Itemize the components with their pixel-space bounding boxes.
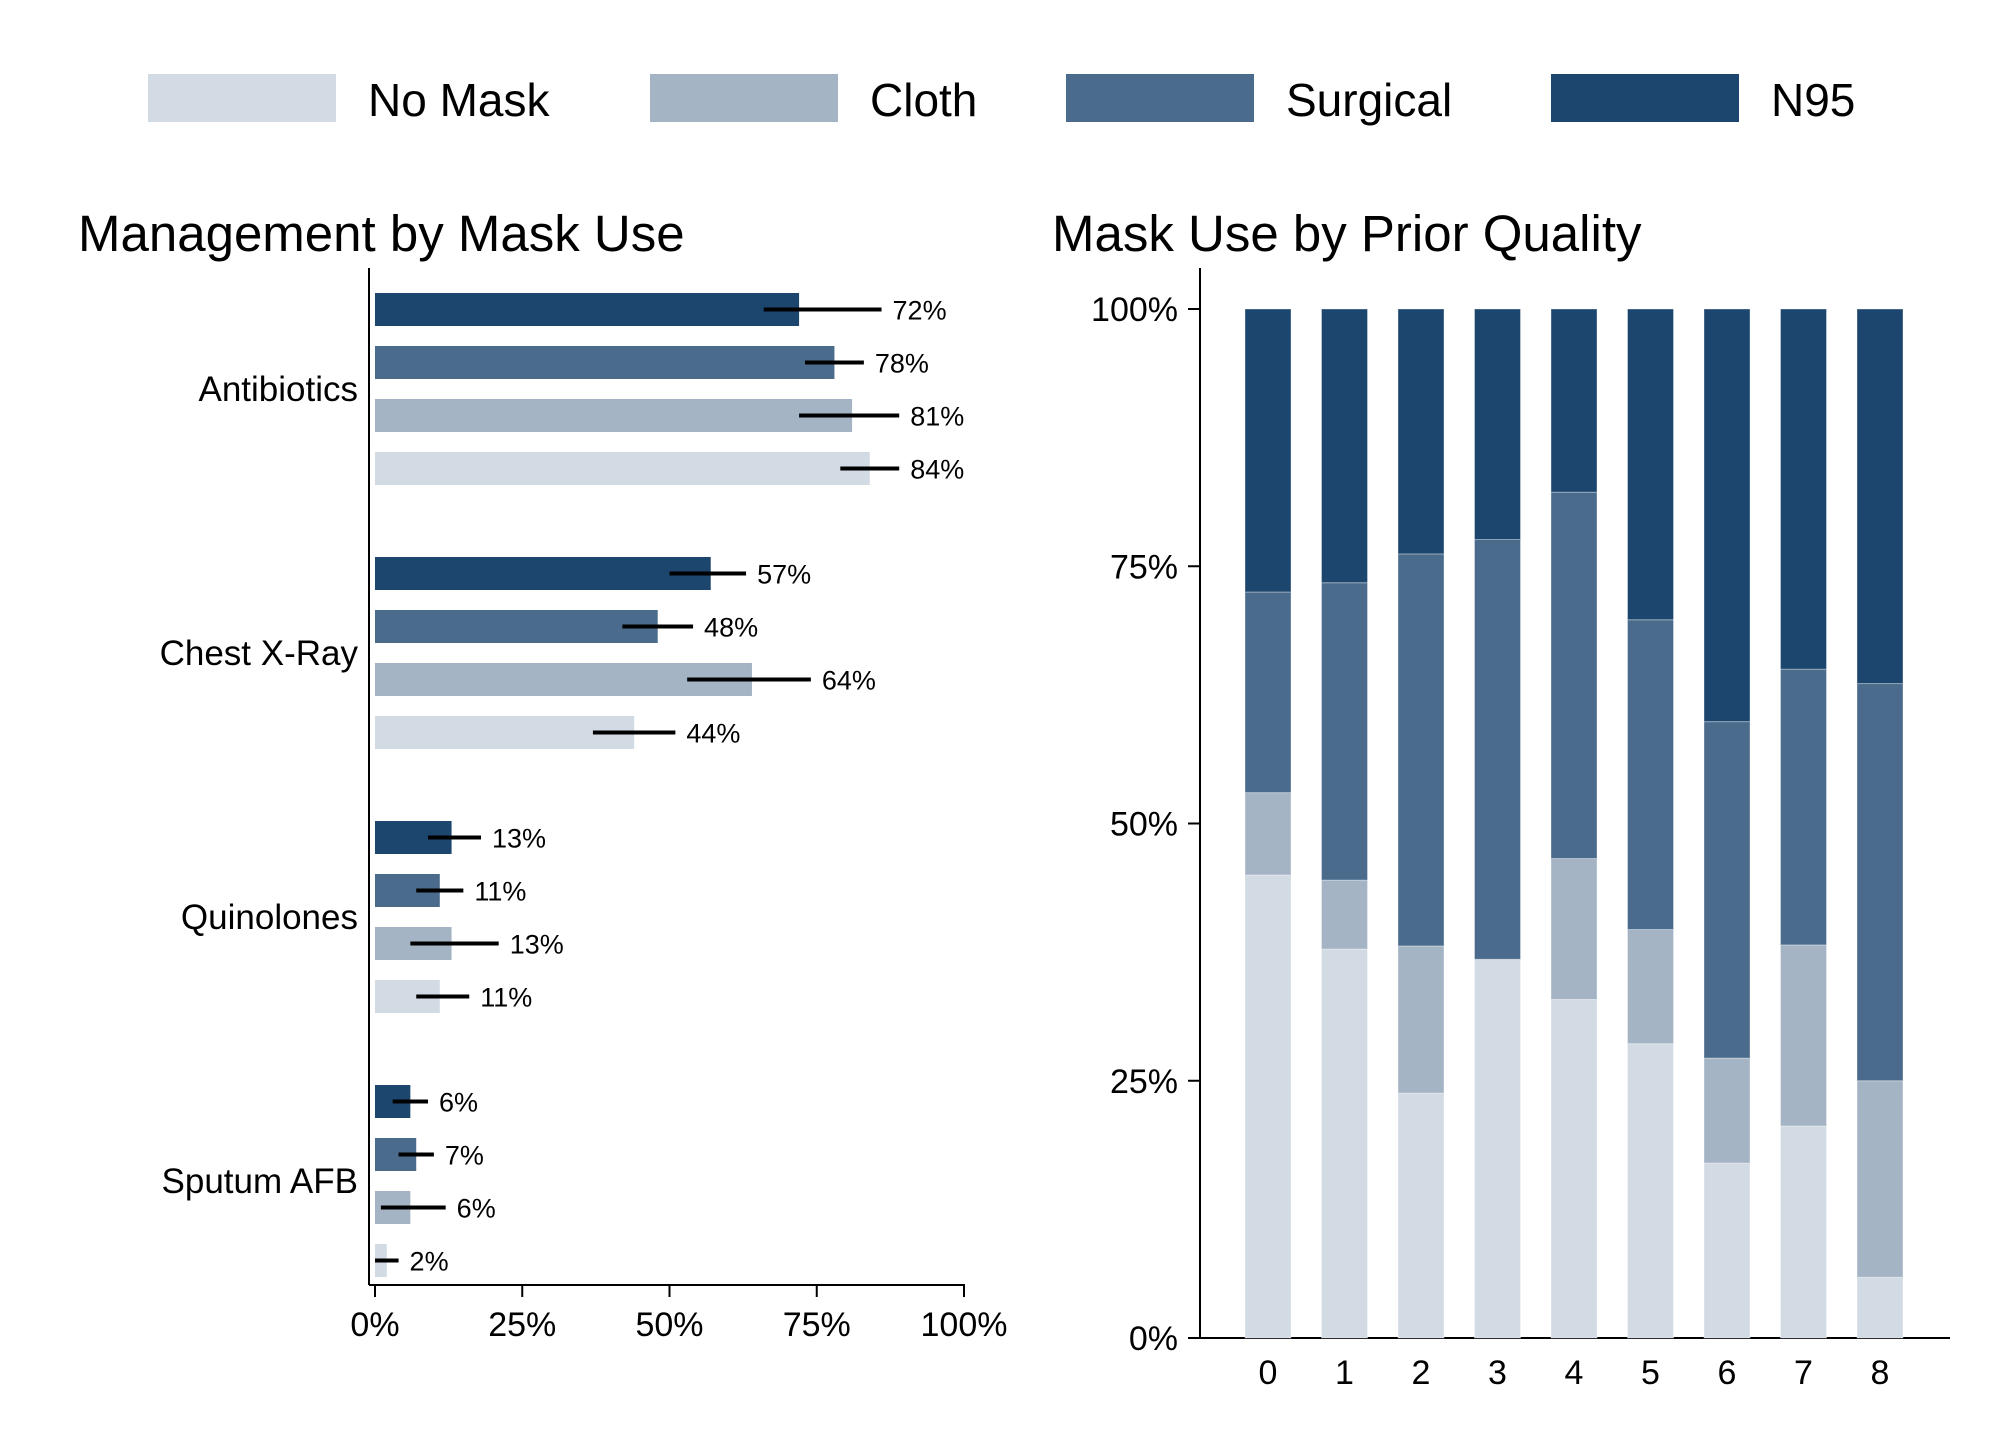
legend-label-n95: N95 bbox=[1771, 74, 1856, 126]
stacked-bar-7-no-mask bbox=[1780, 1125, 1827, 1339]
legend-label-no-mask: No Mask bbox=[368, 74, 550, 126]
stacked-bar-2-cloth bbox=[1397, 945, 1445, 1094]
y-tick-label: 25% bbox=[1110, 1063, 1178, 1101]
stacked-bar-7-n95 bbox=[1780, 308, 1827, 670]
stacked-bar-8-surgical bbox=[1856, 683, 1904, 1082]
stacked-bar-4-cloth bbox=[1550, 857, 1598, 1000]
x-tick-label: 0% bbox=[350, 1306, 399, 1344]
x-tick-label-1: 1 bbox=[1335, 1354, 1354, 1392]
x-tick-label-0: 0 bbox=[1259, 1354, 1278, 1392]
data-label-sputum-afb-surgical: 7% bbox=[445, 1141, 484, 1171]
stacked-bar-6-no-mask bbox=[1703, 1162, 1751, 1339]
data-label-antibiotics-cloth: 81% bbox=[910, 402, 964, 432]
stacked-bar-0-n95 bbox=[1244, 308, 1292, 593]
data-label-chest-x-ray-surgical: 48% bbox=[704, 613, 758, 643]
stacked-bar-1-n95 bbox=[1321, 308, 1368, 584]
stacked-bar-5-no-mask bbox=[1627, 1043, 1674, 1339]
data-label-chest-x-ray-no-mask: 44% bbox=[686, 719, 740, 749]
stacked-bar-1-cloth bbox=[1321, 879, 1368, 950]
x-tick-label: 25% bbox=[488, 1306, 556, 1344]
stacked-bar-0-no-mask bbox=[1244, 874, 1292, 1339]
bar-antibiotics-surgical bbox=[375, 346, 835, 379]
category-label-sputum-afb: Sputum AFB bbox=[162, 1162, 358, 1201]
data-label-quinolones-cloth: 13% bbox=[510, 930, 564, 960]
legend-swatch-surgical bbox=[1066, 74, 1254, 122]
stacked-bar-2-n95 bbox=[1397, 308, 1445, 555]
stacked-bar-6-surgical bbox=[1703, 721, 1751, 1059]
stacked-bar-1-surgical bbox=[1321, 582, 1368, 881]
stacked-bar-4-n95 bbox=[1550, 308, 1598, 493]
stacked-bar-4-surgical bbox=[1550, 491, 1598, 859]
stacked-bar-8-n95 bbox=[1856, 308, 1904, 685]
stacked-bar-5-surgical bbox=[1627, 619, 1674, 930]
legend-label-surgical: Surgical bbox=[1286, 74, 1453, 126]
x-tick-label-5: 5 bbox=[1641, 1354, 1660, 1392]
data-label-quinolones-surgical: 11% bbox=[474, 877, 526, 907]
bar-chest-x-ray-n95 bbox=[375, 557, 711, 590]
legend-label-cloth: Cloth bbox=[870, 74, 978, 126]
stacked-bar-2-surgical bbox=[1397, 553, 1445, 947]
x-tick-label: 75% bbox=[783, 1306, 851, 1344]
stacked-bar-8-no-mask bbox=[1856, 1276, 1904, 1339]
stacked-bar-3-surgical bbox=[1474, 538, 1521, 960]
stacked-bar-2-no-mask bbox=[1397, 1092, 1445, 1339]
stacked-bar-1-no-mask bbox=[1321, 948, 1368, 1339]
stacked-bar-5-cloth bbox=[1627, 928, 1674, 1045]
x-tick-label-3: 3 bbox=[1488, 1354, 1507, 1392]
legend-swatch-no-mask bbox=[148, 74, 336, 122]
data-label-sputum-afb-cloth: 6% bbox=[457, 1194, 496, 1224]
bar-antibiotics-cloth bbox=[375, 399, 853, 432]
data-label-sputum-afb-no-mask: 2% bbox=[410, 1247, 449, 1277]
data-label-quinolones-n95: 13% bbox=[492, 824, 546, 854]
stacked-bar-6-cloth bbox=[1703, 1057, 1751, 1164]
stacked-bar-3-n95 bbox=[1474, 308, 1521, 540]
x-tick-label-4: 4 bbox=[1565, 1354, 1584, 1392]
category-label-quinolones: Quinolones bbox=[181, 898, 358, 937]
stacked-bar-7-surgical bbox=[1780, 668, 1827, 946]
x-tick-label-8: 8 bbox=[1871, 1354, 1890, 1392]
x-tick-label: 100% bbox=[921, 1306, 1008, 1344]
data-label-chest-x-ray-n95: 57% bbox=[757, 560, 811, 590]
bar-antibiotics-n95 bbox=[375, 293, 800, 326]
y-tick-label: 0% bbox=[1129, 1320, 1178, 1358]
stacked-bar-3-no-mask bbox=[1474, 958, 1521, 1339]
data-label-antibiotics-surgical: 78% bbox=[875, 349, 929, 379]
data-label-sputum-afb-n95: 6% bbox=[439, 1088, 478, 1118]
legend-swatch-n95 bbox=[1551, 74, 1739, 122]
legend-swatch-cloth bbox=[650, 74, 838, 122]
stacked-bar-4-no-mask bbox=[1550, 998, 1598, 1339]
legend: No Mask Cloth Surgical N95 bbox=[0, 0, 2000, 160]
bar-antibiotics-no-mask bbox=[375, 452, 870, 485]
data-label-antibiotics-no-mask: 84% bbox=[910, 455, 964, 485]
right-chart-title: Mask Use by Prior Quality bbox=[1052, 205, 1642, 262]
data-label-antibiotics-n95: 72% bbox=[893, 296, 947, 326]
y-tick-label: 50% bbox=[1110, 806, 1178, 844]
stacked-bar-5-n95 bbox=[1627, 308, 1674, 621]
data-label-chest-x-ray-cloth: 64% bbox=[822, 666, 876, 696]
category-label-antibiotics: Antibiotics bbox=[198, 370, 358, 409]
bar-chest-x-ray-no-mask bbox=[375, 716, 635, 749]
y-tick-label: 100% bbox=[1091, 291, 1178, 329]
bar-chest-x-ray-surgical bbox=[375, 610, 658, 643]
y-tick-label: 75% bbox=[1110, 548, 1178, 586]
left-chart-title: Management by Mask Use bbox=[78, 205, 685, 262]
stacked-bar-8-cloth bbox=[1856, 1080, 1904, 1278]
x-tick-label-6: 6 bbox=[1718, 1354, 1737, 1392]
management-by-mask-use-chart: 0% 25% 50% 75% 100% Antibiotics 72% 78% 81% 84% Ch… bbox=[160, 268, 1008, 1344]
stacked-bar-0-surgical bbox=[1244, 591, 1292, 794]
x-tick-label-2: 2 bbox=[1412, 1354, 1431, 1392]
stacked-bar-7-cloth bbox=[1780, 944, 1827, 1127]
x-tick-label: 50% bbox=[635, 1306, 703, 1344]
stacked-bar-6-n95 bbox=[1703, 308, 1751, 723]
data-label-quinolones-no-mask: 11% bbox=[480, 983, 532, 1013]
x-tick-label-7: 7 bbox=[1794, 1354, 1813, 1392]
category-label-chest-x-ray: Chest X-Ray bbox=[160, 634, 359, 673]
stacked-bar-0-cloth bbox=[1244, 792, 1292, 876]
